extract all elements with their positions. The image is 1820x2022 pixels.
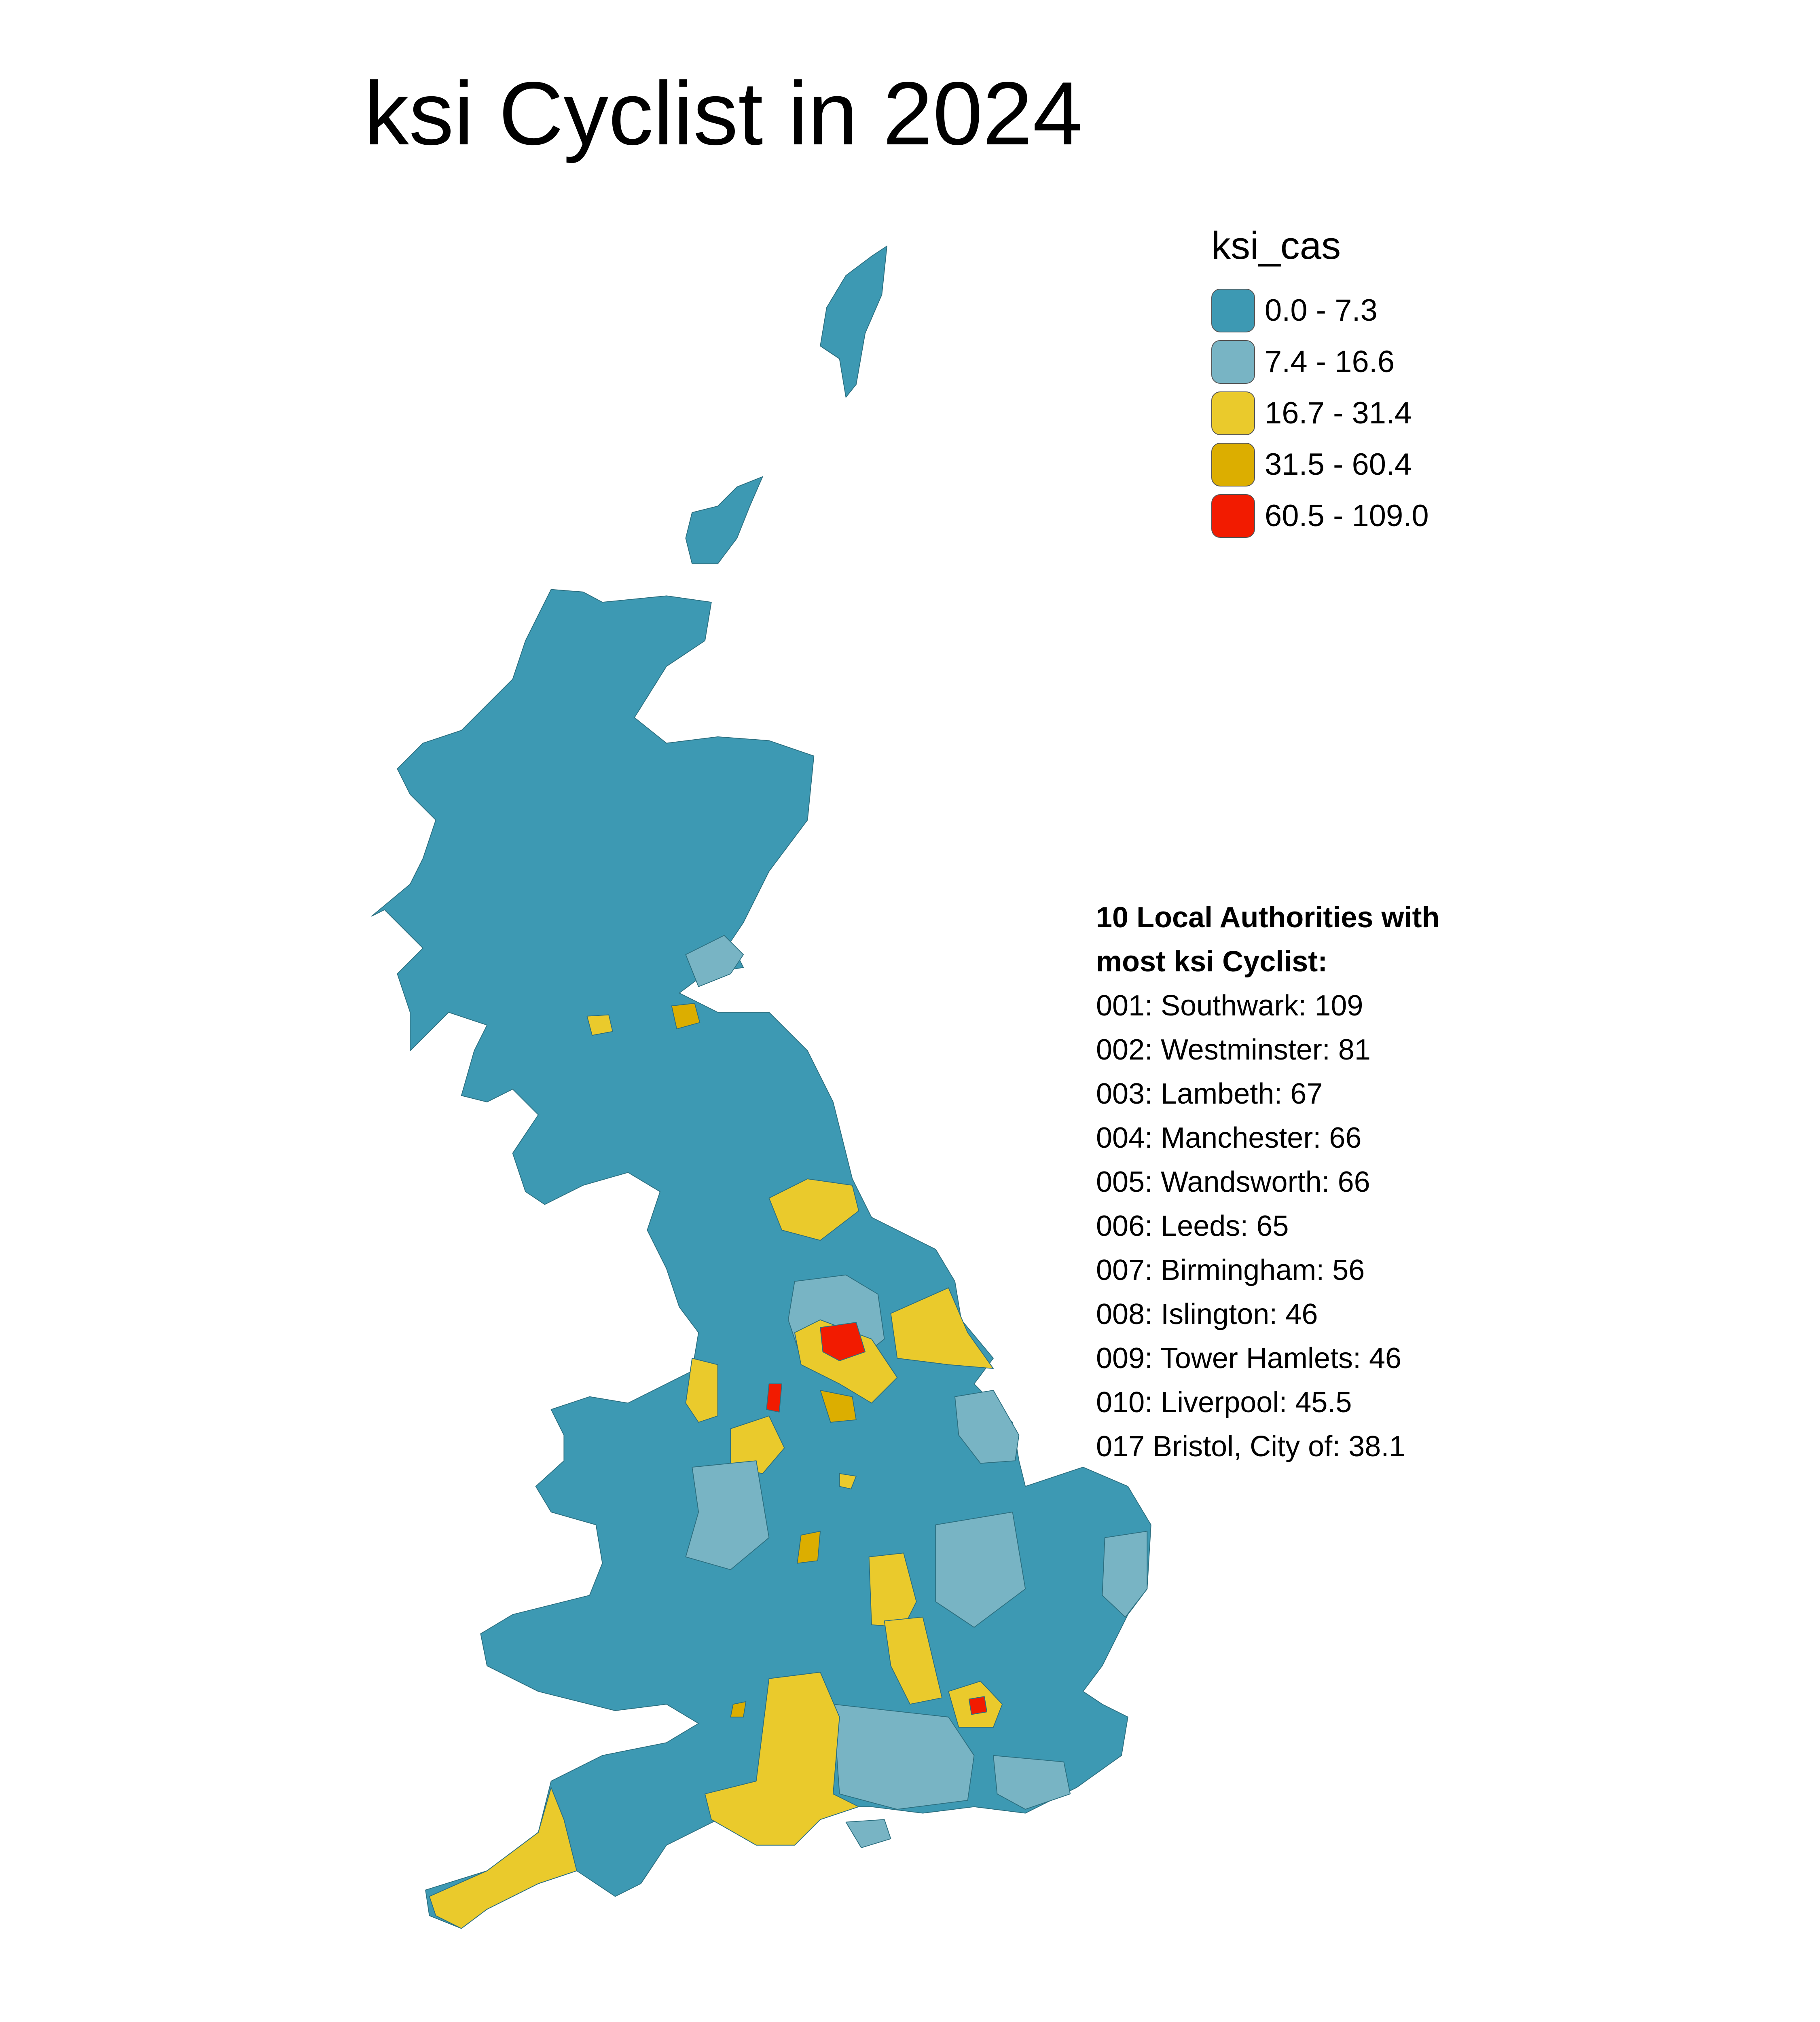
surrey-hampshire-region [832,1704,975,1810]
ranked-authority: 001: Southwark: 109 [1096,990,1363,1022]
legend-item: 0.0 - 7.3 [1211,285,1429,336]
annotation-heading: 10 Local Authorities with [1096,901,1440,934]
cornwall-region [429,1787,578,1929]
welsh-border-region [685,1460,770,1570]
ranked-authority: 006: Leeds: 65 [1096,1210,1289,1242]
legend-label: 7.4 - 16.6 [1265,345,1395,379]
lothian-region [685,935,744,987]
legend-label: 16.7 - 31.4 [1265,396,1412,430]
west-yorkshire-region [794,1319,898,1404]
ranked-authority: 004: Manchester: 66 [1096,1122,1362,1154]
london-inner-region [968,1696,988,1715]
legend-label: 31.5 - 60.4 [1265,447,1412,482]
legend-item: 7.4 - 16.6 [1211,336,1429,387]
ranked-authority: 007: Birmingham: 56 [1096,1254,1365,1286]
top-authorities-annotation: 10 Local Authorities with most ksi Cycli… [1096,896,1439,1469]
ranked-authority: 008: Islington: 46 [1096,1298,1318,1330]
oxford-corridor [884,1616,943,1705]
legend-swatch [1211,340,1255,384]
legend-swatch [1211,442,1255,486]
kent-region [993,1755,1071,1810]
legend-label: 60.5 - 109.0 [1265,499,1429,533]
orkney-islands [685,476,763,565]
bristol-region [730,1701,747,1717]
east-riding-region [890,1287,994,1369]
legend-item: 60.5 - 109.0 [1211,490,1429,541]
legend-swatch [1211,494,1255,538]
legend-label: 0.0 - 7.3 [1265,293,1378,328]
sheffield-region [820,1390,857,1423]
edinburgh-region [671,1003,700,1030]
cheshire-region [730,1415,785,1474]
ranked-authority: 017 Bristol, City of: 38.1 [1096,1430,1405,1463]
newcastle-region [768,1178,859,1241]
legend: ksi_cas 0.0 - 7.3 7.4 - 16.6 16.7 - 31.4… [1211,226,1429,541]
leeds-region [820,1322,866,1361]
shetland-islands [820,245,887,398]
isle-of-wight [845,1819,891,1849]
legend-item: 31.5 - 60.4 [1211,439,1429,490]
great-britain-mainland [371,589,1151,1929]
legend-swatch [1211,288,1255,332]
ranked-authority: 005: Wandsworth: 66 [1096,1166,1370,1198]
ranked-authority: 002: Westminster: 81 [1096,1034,1371,1066]
lincolnshire-region [954,1390,1020,1464]
ranked-authority: 009: Tower Hamlets: 46 [1096,1342,1402,1375]
cambridge-region [935,1511,1026,1628]
legend-title: ksi_cas [1211,224,1341,267]
milton-keynes-corridor [868,1552,917,1628]
manchester-region [766,1383,783,1413]
glasgow-region [586,1014,613,1036]
map-title: ksi Cyclist in 2024 [364,63,1083,164]
leicester-region [839,1473,857,1489]
legend-item: 16.7 - 31.4 [1211,387,1429,439]
lancashire-coast-region [685,1358,718,1423]
ranked-authority: 010: Liverpool: 45.5 [1096,1386,1352,1419]
legend-swatch [1211,391,1255,435]
ranked-authority: 003: Lambeth: 67 [1096,1078,1323,1110]
south-west-region [705,1672,859,1846]
norfolk-east-region [1102,1531,1148,1618]
annotation-heading: most ksi Cyclist: [1096,945,1328,978]
birmingham-region [797,1531,821,1564]
